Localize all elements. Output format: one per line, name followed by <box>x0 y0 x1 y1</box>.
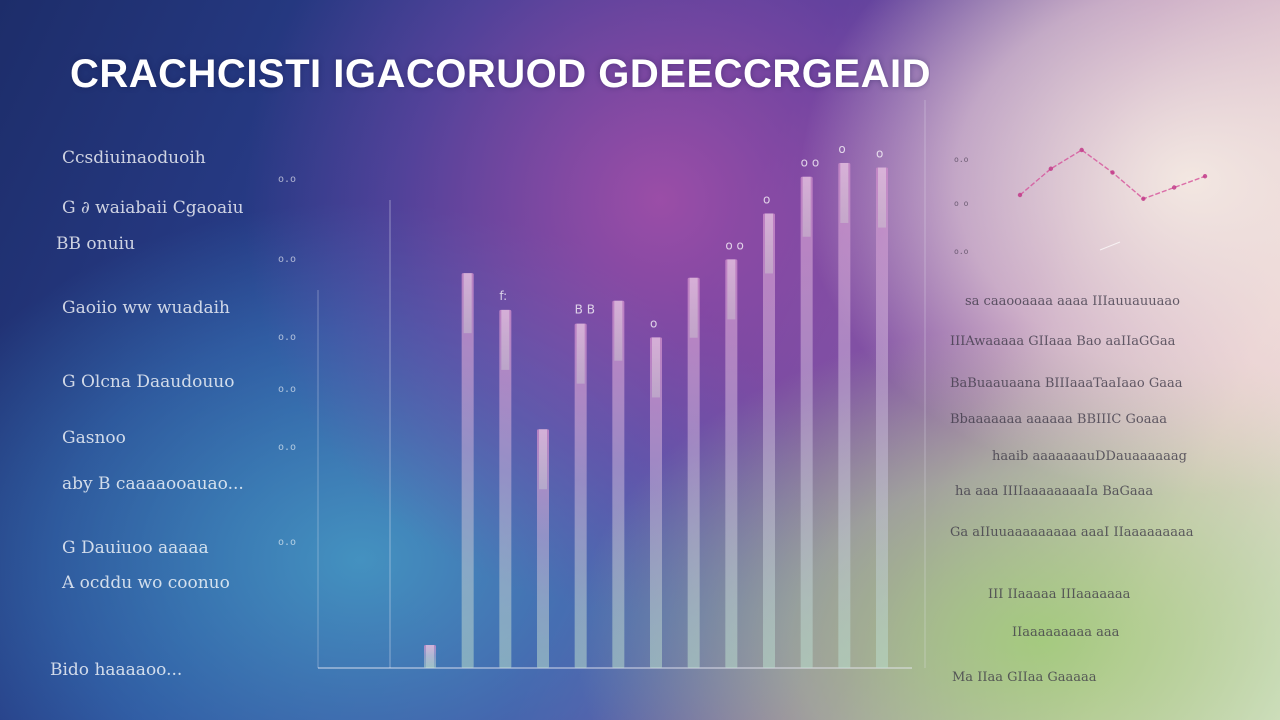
chart-title: CRACHCISTI IGACORUOD GDEECCRGEAID <box>70 52 930 96</box>
left-label: Bido haaaaoo... <box>50 660 183 680</box>
bar-label: o o <box>801 156 820 170</box>
left-label: G Dauiuoo aaaaa <box>62 538 209 558</box>
bar-label: o o <box>725 238 744 252</box>
left-label: BB onuiu <box>56 234 135 254</box>
right-text-line: ha aaa IIIIaaaaaaaaIa BaGaaa <box>955 484 1154 499</box>
y-tick-label: o.o <box>278 442 296 453</box>
left-label: Ccsdiuinaoduoih <box>62 148 206 168</box>
left-label: Gasnoo <box>62 428 126 448</box>
bar <box>725 259 738 668</box>
left-label: aby B caaaaooauao... <box>62 474 244 494</box>
mini-point <box>1171 185 1177 190</box>
bar <box>687 277 700 668</box>
bar-label: f: <box>499 289 507 303</box>
y-tick-label: o.o <box>278 174 296 185</box>
bar-label: B B <box>575 303 595 317</box>
chart-bars <box>424 162 888 668</box>
right-text-line: sa caaooaaaa aaaa IIIauuauuaao <box>965 294 1180 309</box>
mini-y-tick-label: o.o <box>954 155 969 164</box>
bar <box>800 176 813 668</box>
chart-labels: f: B B o o o o o o o o <box>499 142 883 330</box>
right-text-line: haaib aaaaaaauDDauaaaaaag <box>992 449 1187 464</box>
bar <box>763 213 775 668</box>
mini-point <box>1141 196 1146 201</box>
mini-decor-line <box>1099 241 1121 251</box>
bar <box>650 337 662 668</box>
bar <box>838 162 851 668</box>
y-tick-label: o.o <box>278 332 296 343</box>
left-label: A ocddu wo coonuo <box>62 573 230 593</box>
right-text-line: BaBuaauaana BIIIaaaTaaIaao Gaaa <box>950 376 1183 391</box>
mini-line-chart: o.o o o o.o <box>954 147 1208 256</box>
bar <box>537 429 549 668</box>
right-text-line: IIIAwaaaaa GIIaaa Bao aaIIaGGaa <box>950 334 1176 349</box>
bar <box>461 273 474 668</box>
y-tick-label: o.o <box>278 384 296 395</box>
bar <box>876 167 888 668</box>
right-text-line: III IIaaaaa IIIaaaaaaa <box>988 587 1131 602</box>
bar-label: o <box>763 192 770 206</box>
right-text-line: IIaaaaaaaaa aaa <box>1012 625 1120 640</box>
chart-axes: o.o o.o o.o o.o o.o o.o <box>278 100 926 669</box>
bar-label: o <box>650 316 657 330</box>
y-tick-label: o.o <box>278 254 296 265</box>
bar-label: o <box>838 142 845 156</box>
mini-point <box>1110 170 1115 175</box>
bar <box>574 323 587 668</box>
mini-point <box>1202 174 1208 179</box>
mini-point <box>1048 166 1054 171</box>
left-label: G ∂ waiabaii Cgaoaiu <box>62 198 244 218</box>
bar <box>612 300 625 668</box>
right-text-line: Ma IIaa GIIaa Gaaaaa <box>952 670 1097 685</box>
mini-point <box>1017 192 1023 198</box>
right-text-line: Ga aIIuuaaaaaaaaa aaaI IIaaaaaaaaa <box>950 525 1194 540</box>
left-label: Gaoiio ww wuadaih <box>62 298 231 318</box>
mini-point <box>1079 147 1084 153</box>
bar-label: o <box>876 147 883 161</box>
left-label: G Olcna Daaudouuo <box>62 372 235 392</box>
mini-y-tick-label: o o <box>954 199 969 208</box>
bar <box>499 309 512 668</box>
y-tick-label: o.o <box>278 537 296 548</box>
mini-y-tick-label: o.o <box>954 247 969 256</box>
bar-chart: o.o o.o o.o o.o o.o o.o f: B B o o o o o o o o <box>278 100 926 669</box>
right-text-line: Bbaaaaaaa aaaaaa BBIIIC Goaaa <box>950 412 1167 427</box>
bar <box>424 645 436 668</box>
